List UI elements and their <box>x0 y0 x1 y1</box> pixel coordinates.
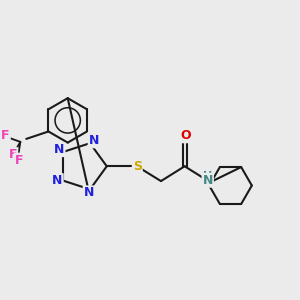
Text: N: N <box>84 186 94 200</box>
Text: O: O <box>181 129 191 142</box>
Text: N: N <box>202 174 213 187</box>
Text: H: H <box>203 171 212 181</box>
Text: F: F <box>1 129 10 142</box>
Text: N: N <box>89 134 99 147</box>
Text: S: S <box>133 160 142 173</box>
Text: N: N <box>52 174 63 187</box>
Text: F: F <box>15 154 23 167</box>
Text: F: F <box>9 148 17 161</box>
Text: N: N <box>54 143 64 156</box>
